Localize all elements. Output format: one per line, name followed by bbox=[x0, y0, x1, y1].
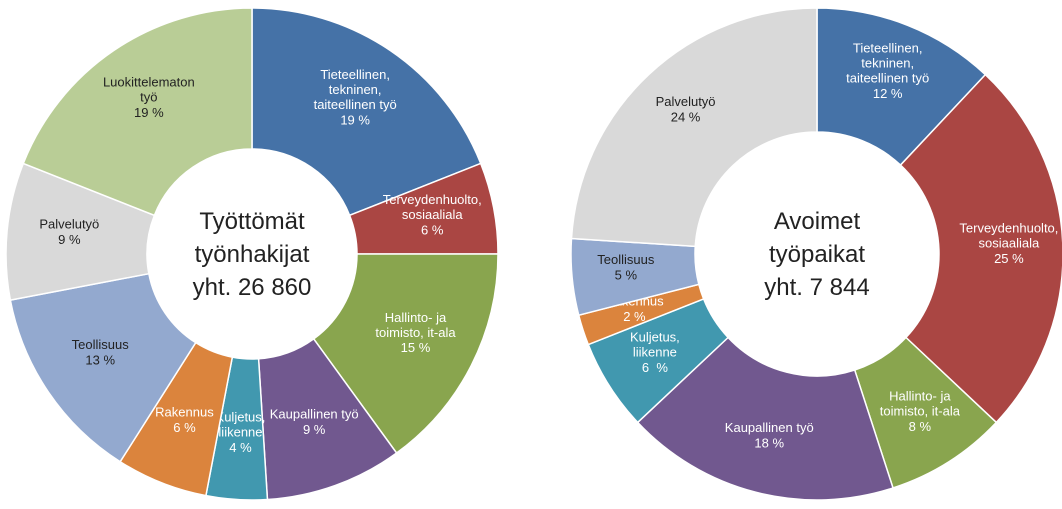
slice-label: Tieteellinen, tekninen, taiteellinen työ12… bbox=[846, 40, 929, 100]
slice bbox=[312, 253, 499, 455]
slice bbox=[22, 7, 253, 217]
value-label: 15 % bbox=[401, 340, 431, 355]
category-label: Teollisuus bbox=[597, 252, 655, 267]
category-label: Hallinto- ja toimisto, it-ala bbox=[375, 310, 456, 340]
value-label: 4 % bbox=[229, 440, 252, 455]
category-label: Tieteellinen, tekninen, taiteellinen työ bbox=[846, 40, 929, 85]
category-label: Kaupallinen työ bbox=[725, 420, 814, 435]
value-label: 2 % bbox=[623, 309, 646, 324]
category-label: Teollisuus bbox=[72, 337, 130, 352]
value-label: 9 % bbox=[303, 422, 326, 437]
category-label: Hallinto- ja toimisto, it-ala bbox=[880, 389, 961, 419]
center-title: Avoimet työpaikat yht. 7 844 bbox=[764, 208, 869, 301]
value-label: 19 % bbox=[340, 113, 370, 128]
category-label: Kuljetus, liikenne bbox=[630, 329, 680, 359]
category-label: Kuljetus, liikenne bbox=[216, 410, 266, 440]
category-label: Tieteellinen, tekninen, taiteellinen työ bbox=[314, 67, 397, 112]
category-label: Terveydenhuolto, sosiaaliala bbox=[383, 192, 482, 222]
category-label: Palvelutyö bbox=[39, 217, 99, 232]
category-label: Luokittelematon työ bbox=[103, 75, 195, 105]
value-label: 24 % bbox=[671, 109, 701, 124]
value-label: 19 % bbox=[134, 105, 164, 120]
value-label: 25 % bbox=[994, 251, 1024, 266]
slice bbox=[9, 272, 197, 463]
value-label: 18 % bbox=[754, 435, 784, 450]
slice bbox=[816, 7, 987, 167]
value-label: 9 % bbox=[58, 232, 81, 247]
value-label: 12 % bbox=[873, 86, 903, 101]
slice bbox=[570, 7, 818, 248]
value-label: 13 % bbox=[85, 353, 115, 368]
value-label: 8 % bbox=[909, 419, 932, 434]
value-label: 6 % bbox=[421, 223, 444, 238]
value-label: 6 % bbox=[642, 360, 668, 375]
center-title: Työttömät työnhakijat yht. 26 860 bbox=[193, 208, 312, 301]
slice-label: Tieteellinen, tekninen, taiteellinen työ19… bbox=[314, 67, 397, 127]
value-label: 6 % bbox=[173, 420, 196, 435]
category-label: Palvelutyö bbox=[656, 94, 716, 109]
category-label: Terveydenhuolto, sosiaaliala bbox=[959, 220, 1058, 250]
slice bbox=[636, 336, 894, 501]
slice bbox=[251, 7, 482, 217]
value-label: 5 % bbox=[615, 268, 638, 283]
category-label: Rakennus bbox=[155, 405, 214, 420]
slice bbox=[899, 73, 1062, 424]
category-label: Kaupallinen työ bbox=[270, 407, 359, 422]
